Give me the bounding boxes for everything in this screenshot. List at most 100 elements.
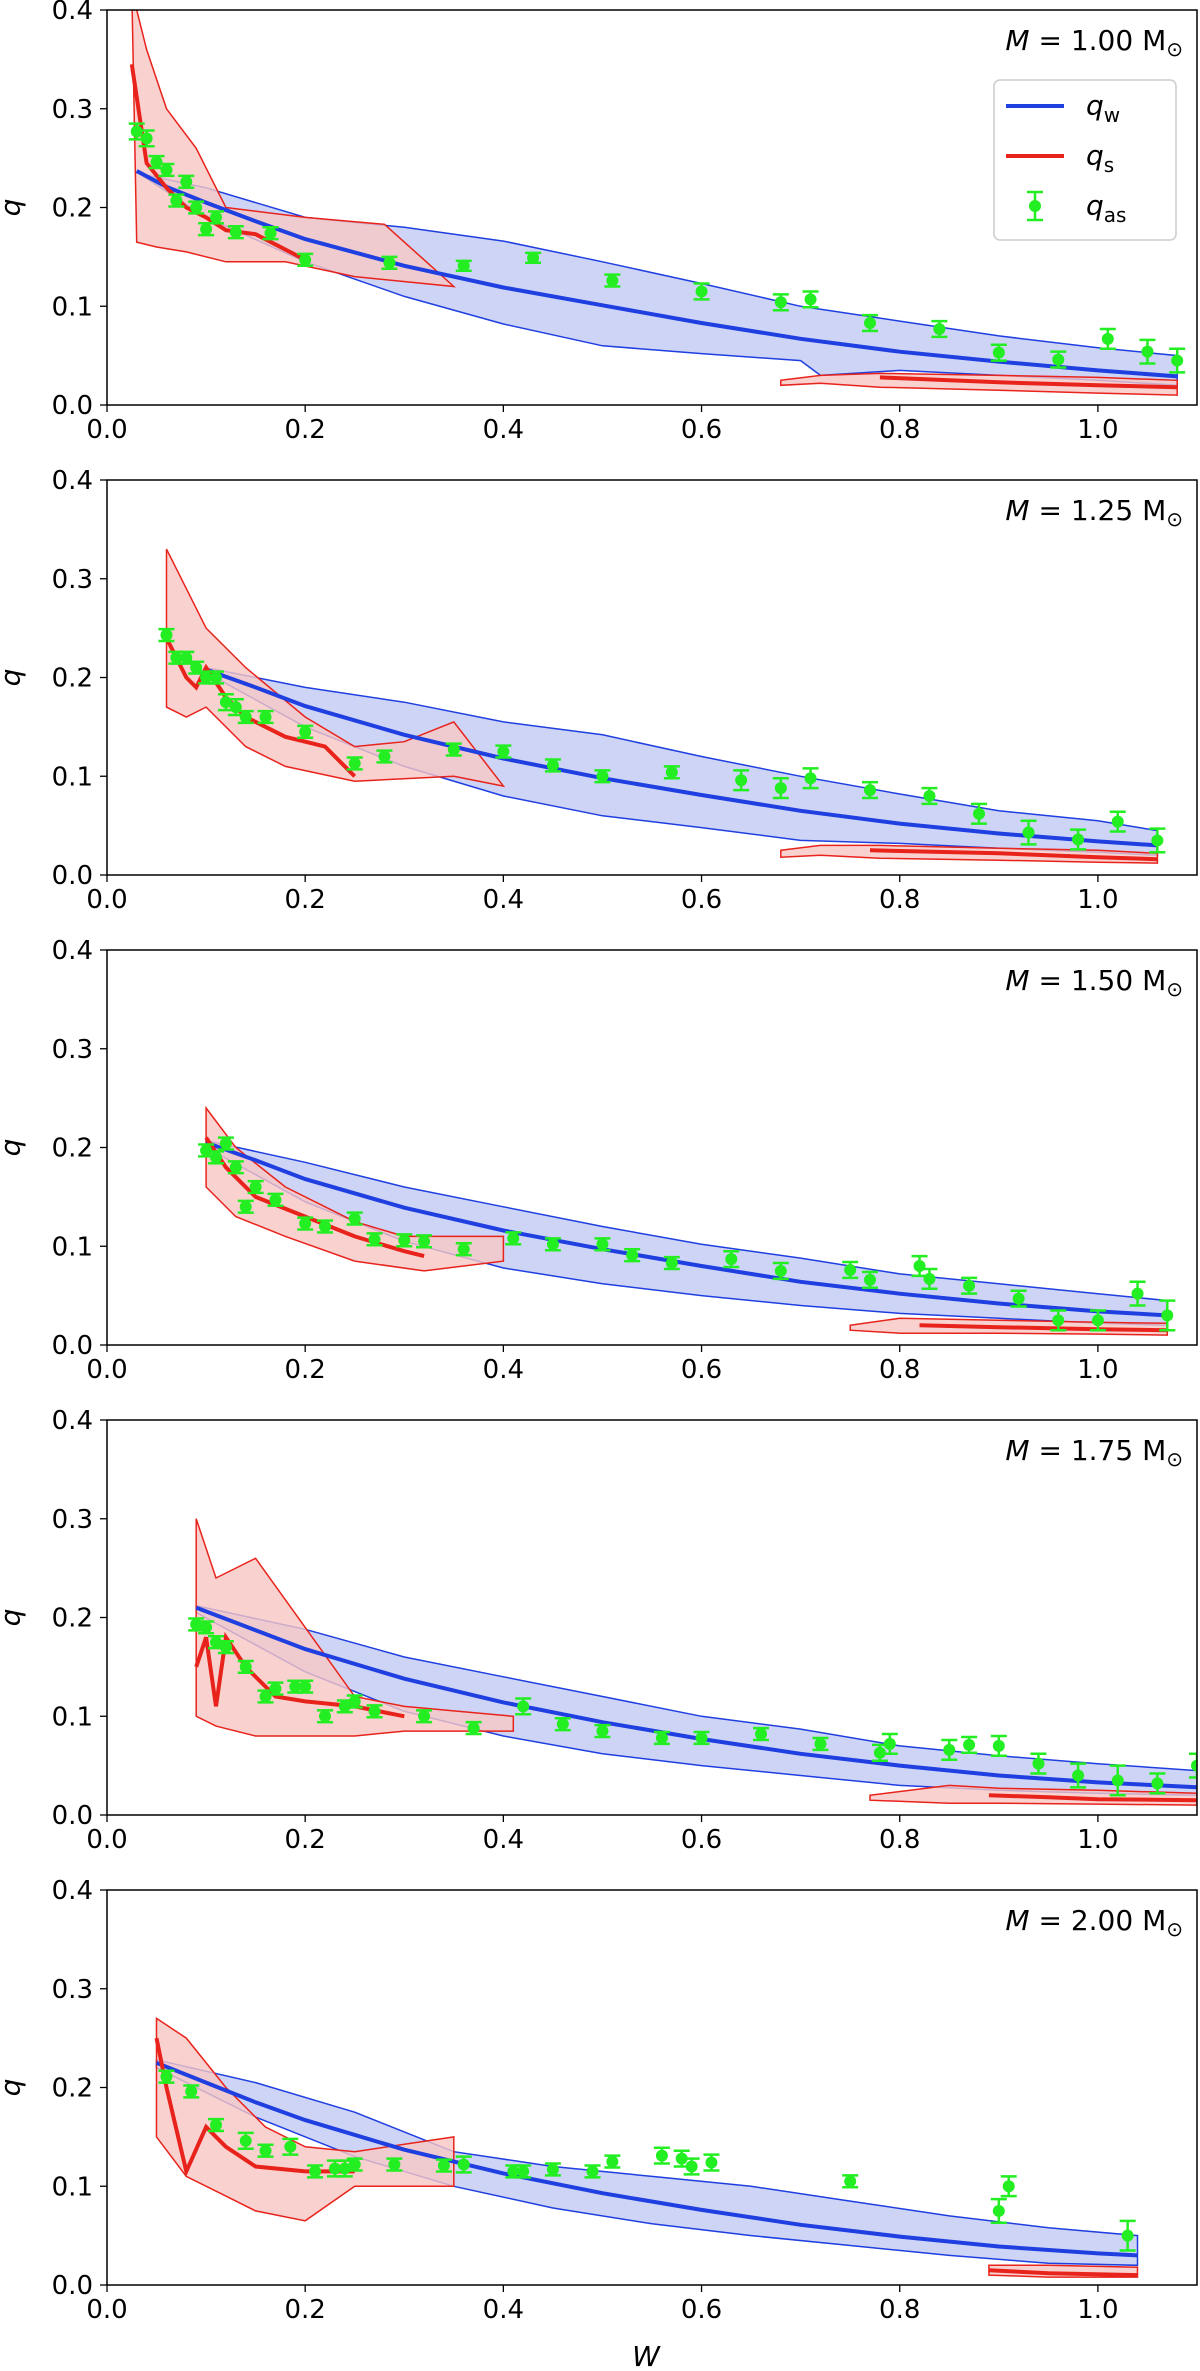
qas-marker bbox=[844, 1263, 857, 1276]
y-tick-label: 0.3 bbox=[52, 95, 93, 125]
qas-marker bbox=[517, 1700, 530, 1713]
qas-marker bbox=[665, 766, 678, 779]
qas-point bbox=[990, 1734, 1007, 1757]
qas-marker bbox=[200, 223, 213, 236]
qas-marker bbox=[774, 782, 787, 795]
qas-marker bbox=[606, 274, 619, 287]
y-tick-label: 0.3 bbox=[52, 1505, 93, 1535]
qas-point bbox=[1109, 1764, 1126, 1797]
qas-point bbox=[1050, 1309, 1067, 1332]
x-tick-label: 0.4 bbox=[483, 415, 524, 445]
qw-line bbox=[135, 169, 1178, 379]
qas-marker bbox=[309, 2165, 322, 2178]
qas-point bbox=[772, 776, 789, 800]
qas-point bbox=[297, 724, 314, 739]
qas-marker bbox=[210, 671, 222, 684]
qas-point bbox=[693, 1730, 710, 1746]
qas-point bbox=[961, 1276, 978, 1295]
qas-point bbox=[802, 767, 819, 790]
qas-point bbox=[297, 1216, 314, 1231]
qas-marker bbox=[873, 1746, 886, 1759]
x-tick-label: 0.2 bbox=[285, 1355, 326, 1385]
qas-point bbox=[733, 769, 750, 792]
qas-point bbox=[693, 282, 710, 301]
y-tick-label: 0.0 bbox=[52, 391, 93, 421]
qas-marker bbox=[170, 194, 183, 207]
qas-marker bbox=[457, 259, 470, 272]
qas-point bbox=[604, 2154, 621, 2169]
qas-marker bbox=[527, 251, 540, 264]
qas-marker bbox=[289, 1680, 302, 1693]
qas-point bbox=[237, 1199, 254, 1214]
qas-point bbox=[1070, 828, 1087, 851]
qs-line-2 bbox=[879, 375, 1178, 390]
qas-marker bbox=[844, 2175, 857, 2188]
qas-marker bbox=[378, 750, 391, 763]
qas-marker bbox=[735, 774, 748, 787]
qas-marker bbox=[249, 1181, 262, 1193]
x-tick-label: 0.8 bbox=[879, 1355, 920, 1385]
qas-marker bbox=[210, 211, 222, 224]
qas-marker bbox=[1161, 1309, 1174, 1322]
x-tick-label: 0.2 bbox=[285, 885, 326, 915]
qas-point bbox=[455, 2155, 472, 2174]
qas-point bbox=[217, 1639, 234, 1655]
qas-marker bbox=[229, 1161, 242, 1174]
qas-point bbox=[683, 2157, 700, 2176]
qas-point bbox=[307, 2164, 324, 2179]
qas-marker bbox=[200, 671, 213, 684]
qas-marker bbox=[864, 317, 876, 330]
qas-point bbox=[346, 2157, 363, 2172]
qas-point bbox=[653, 1730, 670, 1746]
qas-point bbox=[862, 780, 878, 800]
qas-point bbox=[208, 210, 224, 225]
qas-point bbox=[168, 193, 185, 208]
y-tick-label: 0.0 bbox=[52, 861, 93, 891]
qas-point bbox=[386, 2157, 403, 2172]
qas-marker bbox=[338, 1700, 351, 1713]
qas-marker bbox=[923, 790, 936, 802]
qas-point bbox=[931, 319, 948, 339]
legend-entry-qas: qas bbox=[1027, 189, 1126, 227]
qas-marker bbox=[348, 1695, 361, 1708]
qas-point bbox=[753, 1726, 769, 1742]
qas-marker bbox=[160, 629, 173, 642]
qas-marker bbox=[418, 1235, 431, 1248]
qas-marker bbox=[1131, 1287, 1144, 1300]
x-tick-label: 0.4 bbox=[483, 1355, 524, 1385]
qas-marker bbox=[923, 1272, 936, 1285]
qas-marker bbox=[388, 2158, 401, 2171]
qas-marker bbox=[695, 1731, 708, 1744]
qas-point bbox=[158, 2069, 175, 2084]
qas-point bbox=[227, 225, 244, 240]
qas-marker bbox=[319, 1220, 331, 1233]
qas-marker bbox=[586, 2165, 599, 2178]
panel-2: 0.0 0.2 0.4 0.6 0.8 1.0 0.0 0.1 0.2 0.3 0.4 q M = 1.… bbox=[0, 466, 1198, 915]
qas-marker bbox=[328, 2162, 341, 2175]
panel-1: 0.0 0.2 0.4 0.6 0.8 1.0 0.0 0.1 0.2 0.3 0.4 q M = 1.… bbox=[0, 0, 1198, 445]
qas-point bbox=[208, 2117, 224, 2133]
qas-point bbox=[317, 1219, 333, 1234]
qas-point bbox=[842, 1260, 859, 1280]
qas-marker bbox=[269, 1193, 282, 1206]
mass-annotation: M = 1.50 M⊙ bbox=[1005, 964, 1183, 1001]
qas-marker bbox=[685, 2160, 698, 2173]
qas-point bbox=[247, 1179, 264, 1195]
qas-marker bbox=[606, 2155, 619, 2168]
qas-marker bbox=[219, 1137, 232, 1150]
qas-marker bbox=[804, 293, 817, 306]
qas-point bbox=[961, 1735, 978, 1755]
qas-marker bbox=[1121, 2229, 1134, 2242]
qas-point bbox=[842, 2174, 859, 2189]
qw-line bbox=[195, 1605, 1197, 1790]
y-axis-label: q bbox=[0, 1139, 27, 1157]
x-tick-label: 0.6 bbox=[681, 885, 722, 915]
qs-line-2 bbox=[919, 1323, 1168, 1333]
qas-marker bbox=[299, 1217, 312, 1230]
qas-point bbox=[1159, 1299, 1176, 1332]
qas-marker bbox=[943, 1743, 956, 1756]
qas-marker bbox=[284, 2140, 297, 2153]
qas-marker bbox=[655, 2149, 668, 2162]
qas-point bbox=[594, 769, 611, 784]
